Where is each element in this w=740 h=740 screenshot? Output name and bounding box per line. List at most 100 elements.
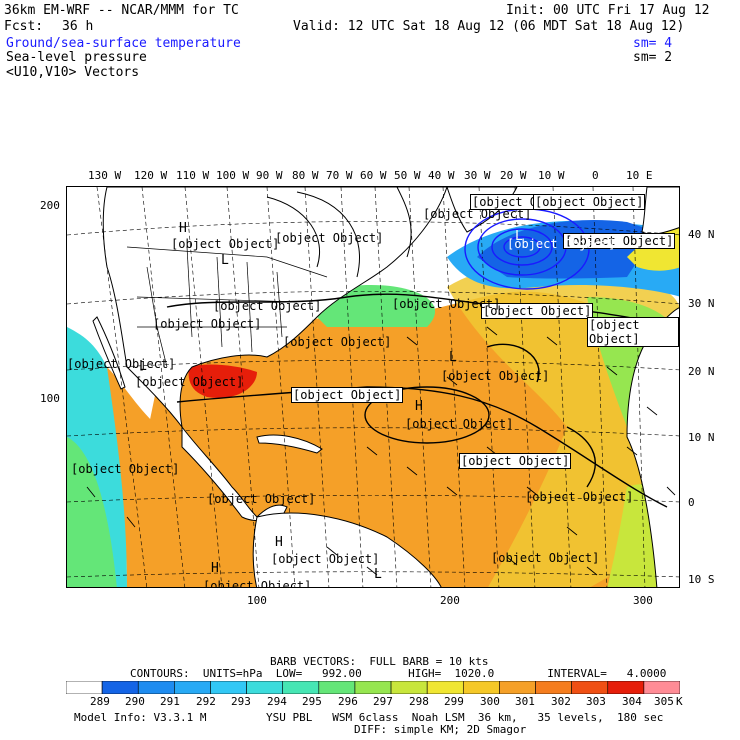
colorbar-label: 290 bbox=[125, 695, 145, 708]
field-ground-temp-sm: sm= 4 bbox=[633, 36, 673, 51]
forecast-hour: 36 h bbox=[62, 19, 94, 34]
colorbar-swatch bbox=[246, 681, 284, 694]
colorbar-swatch bbox=[426, 681, 464, 694]
lon-label: 70 W bbox=[326, 169, 353, 182]
colorbar-label: 299 bbox=[444, 695, 464, 708]
field-ground-temp: Ground/sea-surface temperature bbox=[6, 36, 241, 51]
lat-label: 30 N bbox=[688, 297, 715, 310]
low-center: L bbox=[139, 359, 147, 374]
sst-pacific-green bbox=[67, 437, 117, 587]
colorbar-swatch bbox=[643, 681, 680, 694]
low-center: L bbox=[515, 229, 523, 244]
colorbar-label: 300 bbox=[480, 695, 500, 708]
physics-info: YSU PBL WSM 6class Noah LSM 36 km, 35 le… bbox=[266, 711, 664, 724]
pressure-label: [object Object] bbox=[135, 375, 244, 389]
model-info: Model Info: V3.3.1 M bbox=[74, 711, 207, 724]
lon-label: 120 W bbox=[134, 169, 168, 182]
colorbar-label: 289 bbox=[90, 695, 110, 708]
colorbar-swatch bbox=[137, 681, 175, 694]
pressure-label: [object Object] bbox=[283, 335, 392, 349]
field-vectors: <U10,V10> Vectors bbox=[6, 65, 140, 80]
lon-label: 20 W bbox=[500, 169, 527, 182]
temperature-colorbar bbox=[66, 681, 680, 694]
pressure-label: [object Object] bbox=[271, 552, 380, 566]
colorbar-label: 295 bbox=[302, 695, 322, 708]
lat-lon-grid bbox=[67, 187, 679, 587]
colorbar-label: 298 bbox=[409, 695, 429, 708]
colorbar-swatch bbox=[101, 681, 139, 694]
low-center: L bbox=[374, 567, 382, 582]
pressure-label: [object Object] bbox=[207, 492, 316, 506]
pressure-label-boxed: [object Object] bbox=[587, 317, 679, 347]
lat-label: 40 N bbox=[688, 228, 715, 241]
sst-pacific-warm bbox=[107, 367, 257, 587]
colorbar-label: 293 bbox=[231, 695, 251, 708]
colorbar-unit: K bbox=[676, 695, 683, 708]
sst-gulf-hot bbox=[188, 364, 257, 398]
lon-label: 80 W bbox=[292, 169, 319, 182]
colorbar-label: 302 bbox=[551, 695, 571, 708]
colorbar-swatch bbox=[210, 681, 247, 694]
colorbar-swatch bbox=[571, 681, 609, 694]
lon-label: 30 W bbox=[464, 169, 491, 182]
low-center: L bbox=[449, 350, 457, 365]
pressure-label: [object Object] bbox=[203, 579, 312, 588]
lon-label: 0 bbox=[592, 169, 599, 182]
pressure-label: [object Object] bbox=[171, 237, 280, 251]
pressure-label: [object Object] bbox=[153, 317, 262, 331]
high-center: H bbox=[211, 561, 219, 576]
colorbar-label: 305 bbox=[654, 695, 674, 708]
pressure-label-boxed: [object Object] bbox=[533, 194, 646, 210]
grid-x-label: 100 bbox=[247, 594, 267, 607]
colorbar-swatch bbox=[462, 681, 500, 694]
lon-label: 130 W bbox=[88, 169, 122, 182]
colorbar-swatch bbox=[318, 681, 356, 694]
colorbar-label: 303 bbox=[586, 695, 606, 708]
lat-label: 10 N bbox=[688, 431, 715, 444]
land-baja bbox=[92, 316, 126, 390]
land-central-america bbox=[181, 425, 288, 522]
pressure-label: [object Object] bbox=[491, 551, 600, 565]
pressure-label: [object Object] bbox=[67, 357, 176, 371]
lon-label: 100 W bbox=[216, 169, 250, 182]
lon-label: 90 W bbox=[256, 169, 283, 182]
high-center: H bbox=[415, 399, 423, 414]
pressure-label: [object Object] bbox=[213, 299, 322, 313]
field-slp-sm: sm= 2 bbox=[633, 50, 673, 65]
pressure-label-boxed: [object Object] bbox=[481, 303, 594, 319]
lon-label: 10 W bbox=[538, 169, 565, 182]
forecast-label: Fcst: bbox=[4, 19, 44, 34]
colorbar-label: 296 bbox=[338, 695, 358, 708]
valid-time: Valid: 12 UTC Sat 18 Aug 12 (06 MDT Sat … bbox=[293, 19, 685, 34]
lat-label: 0 bbox=[688, 496, 695, 509]
lat-label: 20 N bbox=[688, 365, 715, 378]
field-slp: Sea-level pressure bbox=[6, 50, 147, 65]
colorbar-swatch bbox=[499, 681, 536, 694]
pressure-label-boxed: [object Object] bbox=[291, 387, 404, 403]
lon-label: 10 E bbox=[626, 169, 653, 182]
land-cuba bbox=[256, 434, 323, 454]
contour-legend: CONTOURS: UNITS=hPa LOW= 992.00 HIGH= 10… bbox=[130, 667, 667, 680]
diffusion-info: DIFF: simple KM; 2D Smagor bbox=[354, 723, 527, 736]
barb-legend: BARB VECTORS: FULL BARB = 10 kts bbox=[270, 655, 489, 668]
pressure-contours bbox=[166, 293, 679, 508]
colorbar-label: 291 bbox=[160, 695, 180, 708]
pressure-label-boxed: [object Object] bbox=[563, 233, 676, 249]
colorbar-swatch bbox=[390, 681, 428, 694]
pressure-label: [object Object] bbox=[507, 237, 616, 251]
colorbar-label: 292 bbox=[196, 695, 216, 708]
colorbar-label: 294 bbox=[267, 695, 287, 708]
lon-label: 60 W bbox=[360, 169, 387, 182]
lon-label: 110 W bbox=[176, 169, 210, 182]
pressure-label: [object Object] bbox=[405, 417, 514, 431]
pressure-label: [object Object] bbox=[423, 207, 532, 221]
lon-label: 50 W bbox=[394, 169, 421, 182]
lon-label: 40 W bbox=[428, 169, 455, 182]
grid-y-label: 200 bbox=[40, 199, 60, 212]
low-center: L bbox=[221, 253, 229, 268]
init-time: Init: 00 UTC Fri 17 Aug 12 bbox=[506, 3, 710, 18]
pressure-label: [object Object] bbox=[275, 231, 384, 245]
colorbar-swatch bbox=[354, 681, 392, 694]
pressure-label: [object Object] bbox=[71, 462, 180, 476]
colorbar-swatch bbox=[607, 681, 645, 694]
